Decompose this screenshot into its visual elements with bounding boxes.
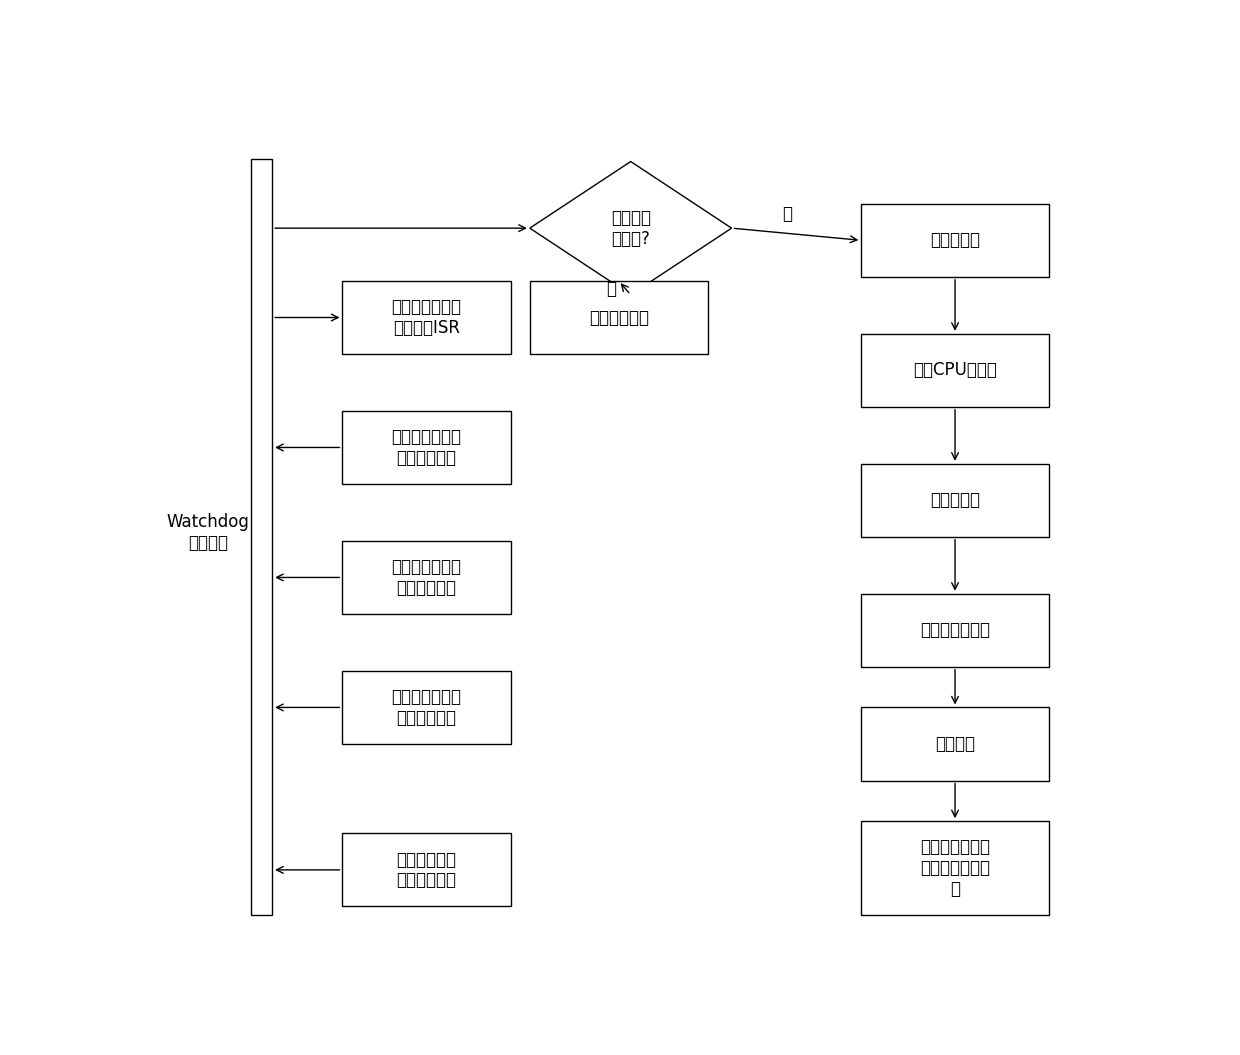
Bar bbox=[529, 281, 708, 354]
Bar bbox=[250, 159, 273, 915]
Text: （普通优先级）
业务逻辑线程: （普通优先级） 业务逻辑线程 bbox=[392, 688, 461, 727]
Text: Watchdog
喂狗变量: Watchdog 喂狗变量 bbox=[166, 514, 249, 552]
Text: 否: 否 bbox=[606, 280, 616, 299]
Text: 打印内核栈: 打印内核栈 bbox=[930, 492, 980, 510]
Text: 设备第二次启动
将结果发送到云
端: 设备第二次启动 将结果发送到云 端 bbox=[920, 838, 990, 898]
Bar bbox=[862, 464, 1049, 537]
Bar bbox=[342, 833, 511, 906]
Polygon shape bbox=[529, 161, 732, 294]
Text: （普通优先级）
业务逻辑线程: （普通优先级） 业务逻辑线程 bbox=[392, 558, 461, 597]
Bar bbox=[862, 204, 1049, 276]
Text: 打印用户栈: 打印用户栈 bbox=[930, 231, 980, 249]
Bar bbox=[862, 594, 1049, 667]
Text: 将打印结果保存: 将打印结果保存 bbox=[920, 621, 990, 639]
Text: 是: 是 bbox=[782, 206, 792, 224]
Bar bbox=[342, 281, 511, 354]
Bar bbox=[342, 671, 511, 744]
Text: 不做任何处理: 不做任何处理 bbox=[589, 308, 649, 326]
Text: （普通优先级）
业务逻辑线程: （普通优先级） 业务逻辑线程 bbox=[392, 428, 461, 467]
Bar bbox=[862, 333, 1049, 407]
Text: 打印CPU寄存器: 打印CPU寄存器 bbox=[913, 361, 997, 380]
Text: （低优先级）
内核喂狗线程: （低优先级） 内核喂狗线程 bbox=[397, 850, 456, 889]
Bar bbox=[862, 708, 1049, 781]
Text: （最高优先级）
时钟中断ISR: （最高优先级） 时钟中断ISR bbox=[392, 299, 461, 337]
Text: 重启设备: 重启设备 bbox=[935, 735, 975, 753]
Bar bbox=[342, 541, 511, 614]
Text: 计数器超
过阈值?: 计数器超 过阈值? bbox=[610, 209, 651, 248]
Bar bbox=[342, 410, 511, 484]
Bar bbox=[862, 821, 1049, 915]
